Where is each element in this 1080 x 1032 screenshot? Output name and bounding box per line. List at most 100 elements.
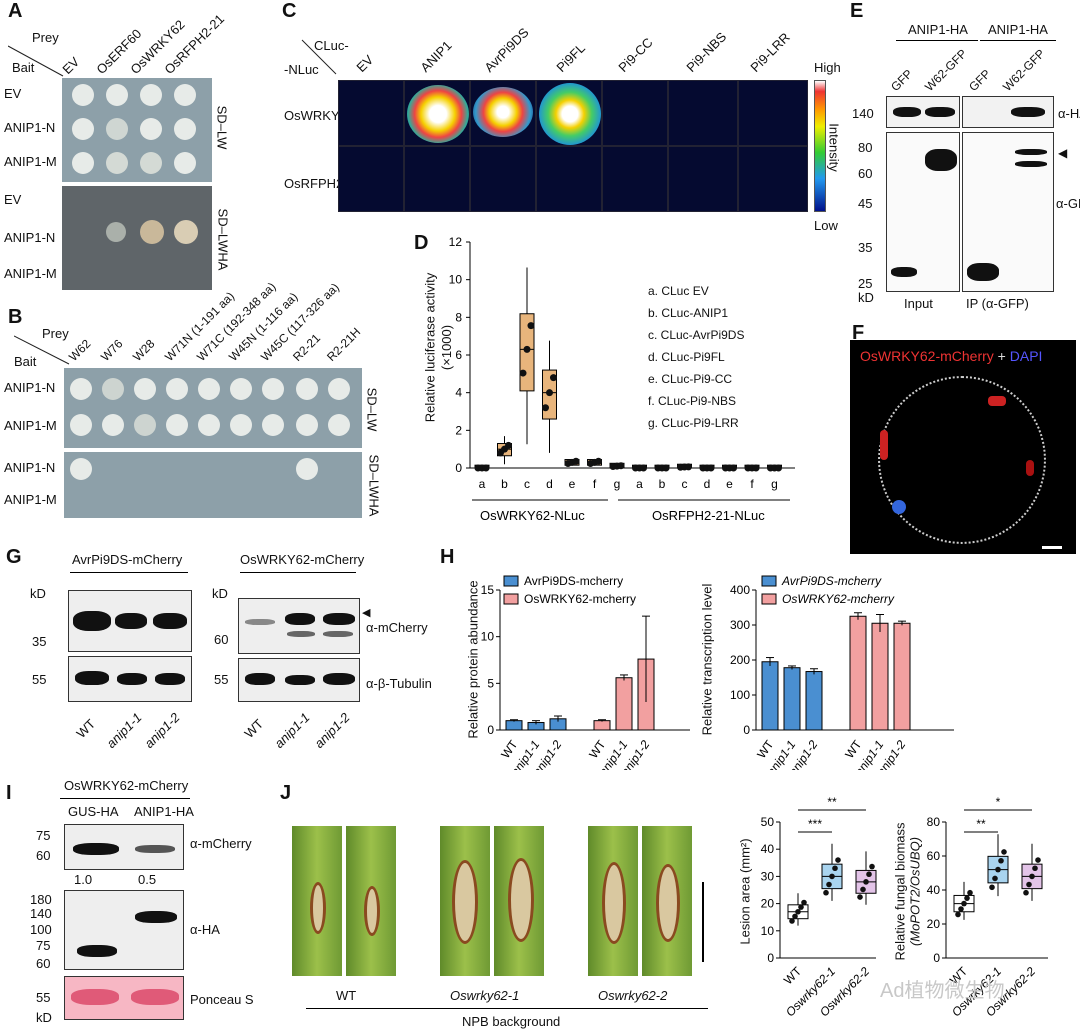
legend-swatch: [761, 593, 777, 605]
data-point: [572, 457, 580, 465]
lane-label: W62-GFP: [922, 46, 970, 94]
panel-label-e: E: [850, 0, 864, 22]
y-tick-label: 20: [761, 897, 775, 911]
lane-label: ANIP1-HA: [134, 804, 194, 819]
sig-label: ***: [808, 817, 822, 831]
x-tick-label: d: [546, 477, 553, 491]
antibody-label: α-HA: [190, 922, 220, 937]
data-point: [595, 457, 602, 465]
y-axis-label: Relative transcription level: [699, 583, 715, 736]
x-tick-label: WT: [781, 964, 805, 988]
legend-item: f. CLuc-Pi9-NBS: [648, 394, 737, 408]
panel-label-h: H: [440, 546, 455, 568]
arrowhead-icon: ◀: [1058, 146, 1068, 160]
bar: [761, 661, 779, 731]
mw-marker: 140: [30, 906, 52, 921]
data-point: [829, 873, 835, 880]
data-point: [866, 871, 872, 878]
blot-avr-tubulin: [68, 656, 192, 702]
y-tick-label: 6: [455, 348, 462, 362]
lane-label: WT: [73, 716, 99, 741]
scale-high: High: [814, 60, 841, 75]
data-point: [869, 863, 875, 870]
data-point: [1023, 889, 1029, 896]
antibody-label: α-mCherry: [190, 836, 252, 851]
blot-title: AvrPi9DS-mCherry: [72, 552, 183, 567]
data-point: [1029, 873, 1035, 880]
genotype-label: Oswrky62-1: [450, 988, 520, 1003]
data-point: [707, 464, 715, 472]
col-label: W76: [98, 336, 126, 364]
x-tick-label: a: [636, 477, 643, 491]
y-tick-label: 40: [761, 842, 775, 856]
blot-wrky-mcherry: [238, 598, 360, 654]
luc-image: [602, 146, 668, 212]
data-point: [505, 441, 512, 449]
bait-label: Bait: [14, 354, 37, 369]
legend-item: e. CLuc-Pi9-CC: [648, 372, 733, 386]
blot-title: OsWRKY62-mCherry: [240, 552, 365, 567]
f-title-dapi: DAPI: [1009, 348, 1043, 364]
data-point: [482, 464, 490, 472]
panel-label-a: A: [8, 0, 23, 22]
chart-d: 0 2 4 6 8 10 12 a b c d e f g a b c d e f g OsWRKY62-NLuc O…: [449, 236, 795, 523]
data-point: [789, 918, 795, 924]
y-tick-label: 100: [730, 688, 750, 702]
col-label: W28: [130, 336, 158, 364]
kd-label: kD: [30, 586, 46, 601]
antibody-label: Ponceau S: [190, 992, 254, 1007]
mw-marker: 75: [36, 938, 51, 953]
x-tick-label: b: [501, 477, 508, 491]
kd-label: kD: [212, 586, 228, 601]
cluc-label: CLuc-: [314, 38, 349, 53]
col-label: EV: [353, 52, 377, 75]
watermark: Ad植物微生物: [880, 980, 1005, 1002]
data-point: [989, 884, 995, 891]
y-tick-label: 2: [455, 423, 462, 437]
kd-label: kD: [858, 290, 874, 305]
row-label: ANIP1-N: [4, 380, 56, 395]
legend-label: AvrPi9DS-mcherry: [781, 574, 882, 588]
blot-mcherry: [64, 824, 184, 870]
legend-label: OsWRKY62-mcherry: [524, 592, 636, 606]
y-tick-label: 10: [449, 273, 463, 287]
x-tick-label: g: [614, 477, 621, 491]
panel-label-i: I: [6, 782, 12, 804]
blot-ponceau: [64, 976, 184, 1020]
panel-label-d: D: [414, 232, 429, 254]
lane-label: GFP: [888, 66, 916, 94]
x-tick-label: d: [704, 477, 711, 491]
data-point: [823, 889, 829, 896]
plate-sd-lw: [62, 78, 212, 182]
header-label: ANIP1-HA: [908, 22, 968, 37]
f-title-mcherry: OsWRKY62-mCherry: [860, 348, 994, 364]
data-point: [542, 404, 549, 412]
lane-label: WT: [241, 716, 267, 741]
data-point: [685, 463, 692, 471]
group-label: OsWRKY62-NLuc: [480, 508, 585, 523]
luc-image: [602, 80, 668, 146]
panel-label-j: J: [280, 782, 292, 804]
data-point: [967, 889, 973, 896]
leaf-photo: [288, 826, 714, 976]
y-tick-label: 50: [761, 815, 775, 829]
f-title-plus: +: [993, 348, 1010, 364]
data-point: [792, 913, 798, 920]
y-tick-label: 12: [449, 236, 463, 249]
y-tick-label: 15: [481, 583, 495, 597]
prey-label: Prey: [42, 326, 69, 341]
sig-label: *: [996, 796, 1001, 809]
panel-label-f: F: [852, 322, 865, 344]
blot-ha: [64, 890, 184, 970]
media-label: SD–LWHA: [366, 454, 382, 517]
lane-label: GFP: [966, 66, 994, 94]
mw-marker: 140: [852, 106, 874, 121]
y-tick-label: 20: [927, 917, 941, 931]
y-tick-label: 0: [933, 951, 940, 965]
ip-label: IP (α-GFP): [966, 296, 1029, 311]
data-point: [662, 464, 670, 472]
row-label: ANIP1-M: [4, 154, 57, 169]
y-axis-label: Lesion area (mm²): [737, 838, 753, 945]
